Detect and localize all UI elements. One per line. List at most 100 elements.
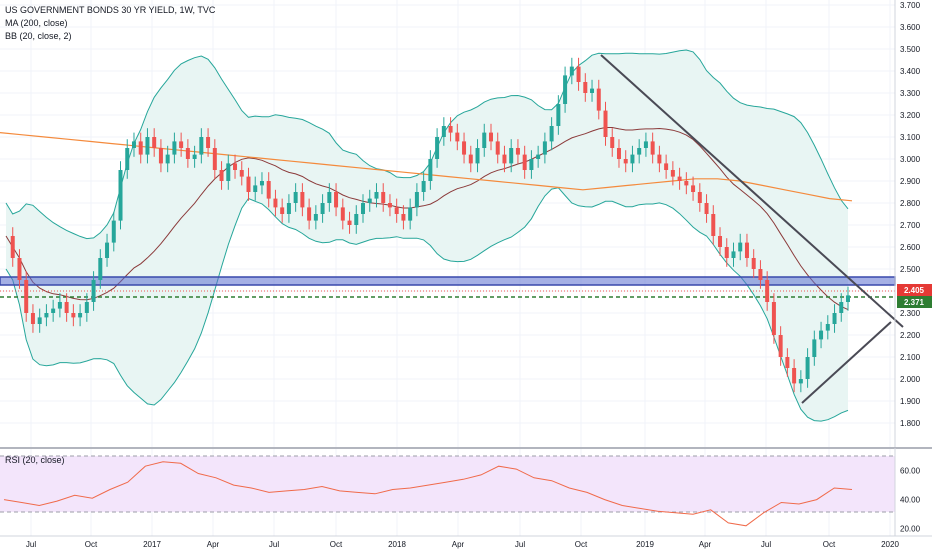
candle-body xyxy=(105,242,110,258)
candle-body xyxy=(185,148,190,159)
candle-body xyxy=(751,258,756,269)
candle-body xyxy=(408,207,413,221)
time-axis-tick-label: Jul xyxy=(761,540,771,549)
price-axis-tick-label: 1.900 xyxy=(900,397,921,406)
time-axis-tick-label: Oct xyxy=(85,540,98,549)
price-axis-tick-label: 1.800 xyxy=(900,419,921,428)
candle-body xyxy=(307,207,312,221)
price-tag-upper: 2.405 xyxy=(897,284,932,296)
candle-body xyxy=(37,317,42,324)
price-axis-tick-label: 3.200 xyxy=(900,111,921,120)
price-axis-tick-label: 3.600 xyxy=(900,23,921,32)
candle-body xyxy=(765,280,770,302)
candle-body xyxy=(482,132,487,148)
time-axis-tick-label: Oct xyxy=(330,540,343,549)
candle-body xyxy=(179,141,184,148)
candle-body xyxy=(10,236,15,258)
candlestick-series xyxy=(10,57,850,393)
time-axis-tick-label: Apr xyxy=(207,540,220,549)
price-axis-tick-label: 3.300 xyxy=(900,89,921,98)
candle-body xyxy=(253,185,258,192)
candle-body xyxy=(354,214,359,225)
candle-body xyxy=(569,66,574,76)
price-tag-lower-text: 2.371 xyxy=(904,298,925,307)
candle-body xyxy=(832,313,837,324)
time-axis-tick-label: Jul xyxy=(269,540,279,549)
candle-body xyxy=(596,88,601,111)
candle-body xyxy=(744,242,749,258)
candle-body xyxy=(347,220,352,225)
ascending-trendline[interactable] xyxy=(801,321,892,404)
price-axis-tick-label: 2.200 xyxy=(900,331,921,340)
candle-body xyxy=(165,154,170,164)
price-axis-tick-label: 3.000 xyxy=(900,155,921,164)
candle-body xyxy=(724,247,729,258)
price-tag-lower: 2.371 xyxy=(897,296,932,308)
candle-body xyxy=(583,82,588,93)
candle-body xyxy=(334,192,339,208)
candle-body xyxy=(691,185,696,192)
price-axis-tick-label: 2.000 xyxy=(900,375,921,384)
candle-body xyxy=(300,192,305,208)
time-axis-tick-label: Oct xyxy=(575,540,588,549)
price-axis-tick-label: 3.100 xyxy=(900,133,921,142)
candle-body xyxy=(24,280,29,313)
candle-body xyxy=(488,132,493,142)
price-axis-tick-label: 2.600 xyxy=(900,243,921,252)
price-axis-tick-label: 3.700 xyxy=(900,1,921,10)
candle-body xyxy=(239,170,244,177)
candle-body xyxy=(280,207,285,214)
candle-body xyxy=(387,203,392,208)
bollinger-upper-band xyxy=(5,49,849,240)
time-axis-tick-label: 2017 xyxy=(143,540,161,549)
price-axis-tick-label: 2.300 xyxy=(900,309,921,318)
candle-body xyxy=(401,214,406,221)
candle-body xyxy=(111,220,116,243)
candle-body xyxy=(414,192,419,208)
candle-body xyxy=(805,357,810,379)
candle-body xyxy=(219,170,224,181)
candle-body xyxy=(590,88,595,93)
candle-body xyxy=(327,192,332,203)
chart-title: US GOVERNMENT BONDS 30 YR YIELD, 1W, TVC xyxy=(5,5,216,15)
candle-body xyxy=(367,198,372,203)
price-axis-tick-label: 3.400 xyxy=(900,67,921,76)
candle-body xyxy=(704,203,709,214)
candle-body xyxy=(374,192,379,199)
candle-body xyxy=(462,141,467,155)
candle-body xyxy=(91,280,96,302)
price-tag-upper-text: 2.405 xyxy=(904,286,925,295)
candle-body xyxy=(172,141,177,155)
rsi-axis[interactable]: 60.00 40.00 20.00 xyxy=(900,467,921,534)
candle-body xyxy=(64,302,69,313)
legend-rsi: RSI (20, close) xyxy=(5,455,65,465)
candle-body xyxy=(226,163,231,181)
candle-body xyxy=(616,148,621,159)
candle-body xyxy=(697,192,702,203)
candle-body xyxy=(529,159,534,170)
rsi-axis-tick-label: 20.00 xyxy=(900,525,921,534)
candle-body xyxy=(51,308,56,313)
candle-body xyxy=(448,126,453,133)
candle-body xyxy=(98,258,103,280)
legend-bb: BB (20, close, 2) xyxy=(5,31,72,41)
candle-body xyxy=(455,132,460,142)
price-axis-tick-label: 2.700 xyxy=(900,221,921,230)
rsi-line xyxy=(3,461,853,527)
candle-body xyxy=(677,176,682,181)
price-axis-tick-label: 2.900 xyxy=(900,177,921,186)
bollinger-basis-line xyxy=(5,127,849,311)
candle-body xyxy=(441,126,446,137)
time-axis[interactable]: Jul Oct 2017 Apr Jul Oct 2018 Apr Jul Oct 2019 Apr J… xyxy=(26,540,900,549)
descending-trendline[interactable] xyxy=(600,54,904,328)
candle-body xyxy=(610,137,615,148)
candle-body xyxy=(792,368,797,384)
candle-body xyxy=(563,75,568,104)
price-axis-tick-label: 2.100 xyxy=(900,353,921,362)
candle-body xyxy=(549,126,554,142)
rsi-axis-tick-label: 40.00 xyxy=(900,496,921,505)
candle-body xyxy=(57,302,62,309)
candle-body xyxy=(536,154,541,159)
